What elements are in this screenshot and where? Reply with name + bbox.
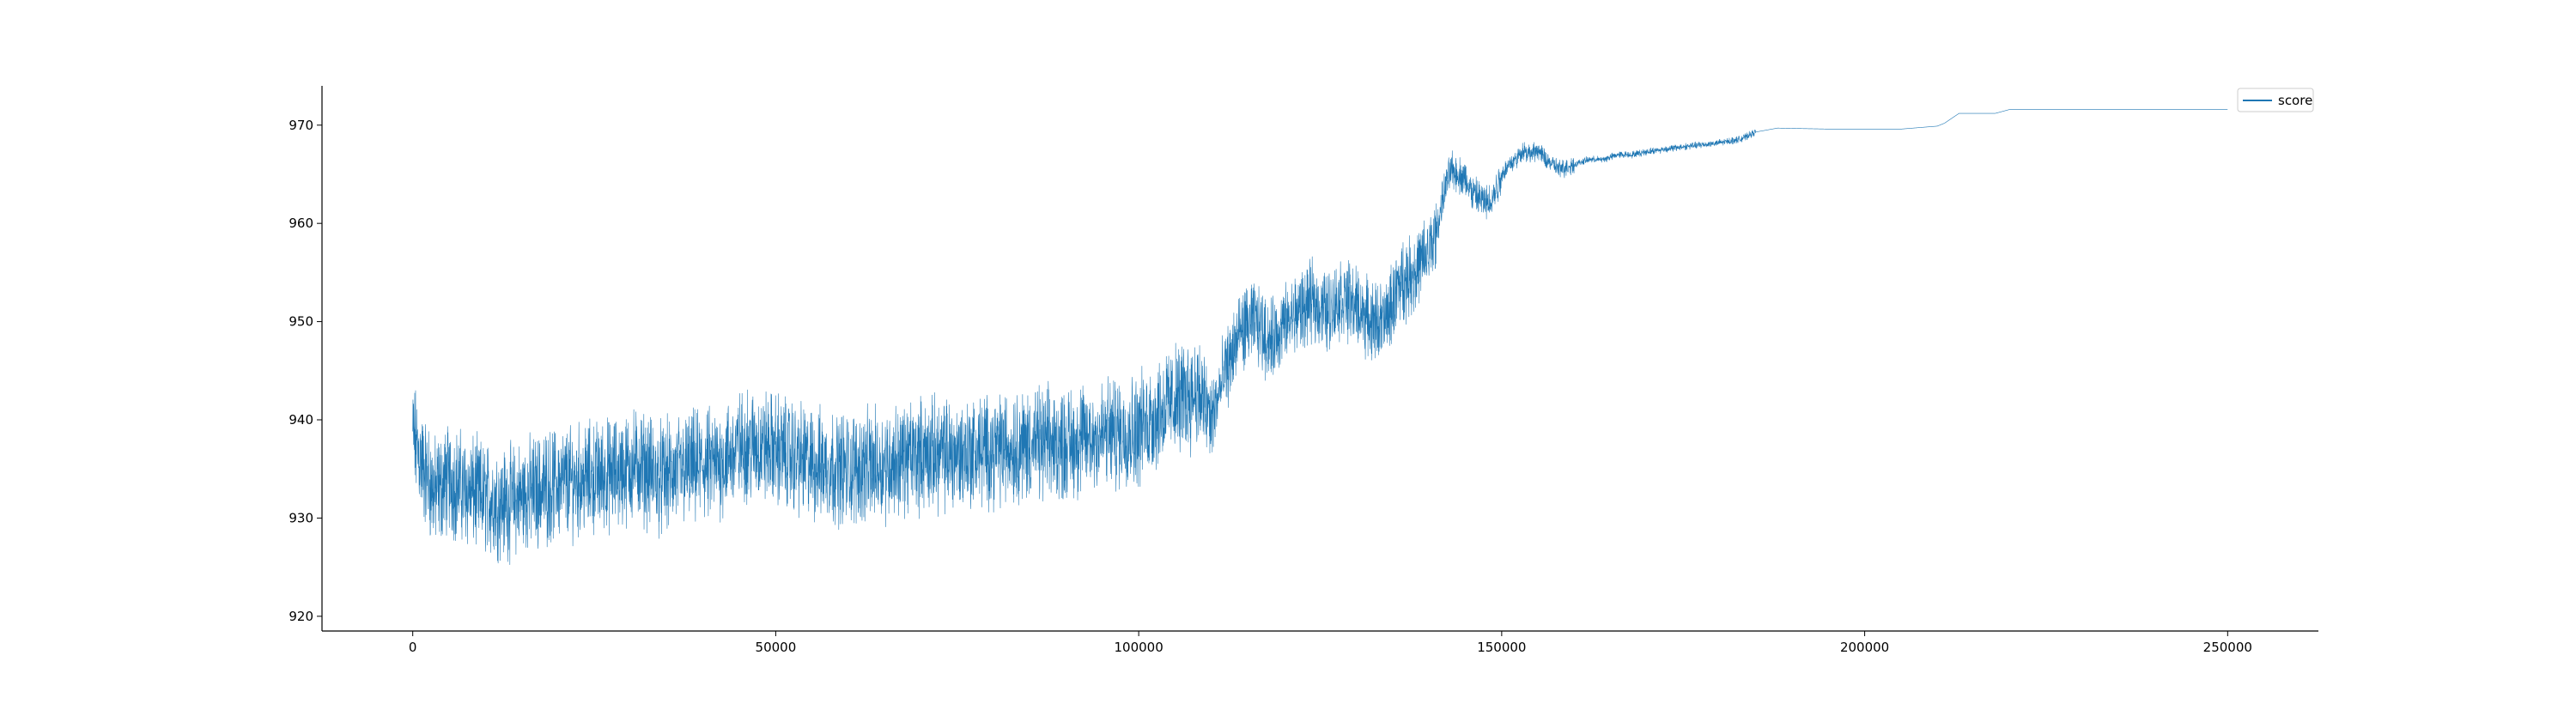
legend-label-score: score xyxy=(2278,93,2312,108)
y-tick-label: 960 xyxy=(289,215,313,231)
legend-frame xyxy=(2237,88,2314,112)
y-tick-label: 970 xyxy=(289,118,313,133)
x-tick-label: 0 xyxy=(409,640,417,655)
x-axis-ticks: 0 50000 100000 150000 200000 250000 xyxy=(409,631,2252,655)
y-axis-ticks: 920 930 940 950 960 970 xyxy=(289,118,322,624)
legend: score xyxy=(2237,88,2314,112)
y-tick-label: 950 xyxy=(289,314,313,330)
series-line-score xyxy=(412,109,2228,565)
plot-area xyxy=(412,109,2228,565)
y-tick-label: 940 xyxy=(289,412,313,428)
x-tick-label: 250000 xyxy=(2203,640,2252,655)
x-tick-label: 100000 xyxy=(1115,640,1163,655)
y-tick-label: 930 xyxy=(289,510,313,525)
y-tick-label: 920 xyxy=(289,609,313,624)
x-tick-label: 50000 xyxy=(756,640,797,655)
axes xyxy=(321,86,2318,632)
x-tick-label: 150000 xyxy=(1477,640,1526,655)
x-tick-label: 200000 xyxy=(1840,640,1889,655)
